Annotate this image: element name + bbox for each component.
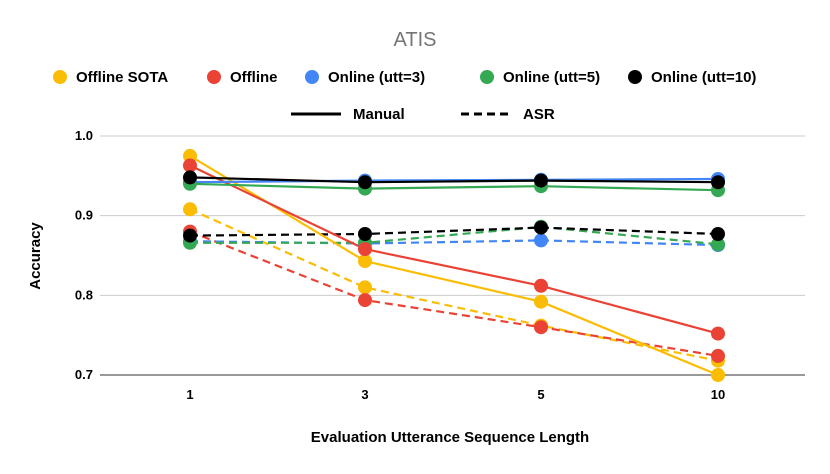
legend-label: Online (utt=3) (328, 69, 425, 86)
legend-item-online-utt-5: Online (utt=5) (480, 69, 600, 86)
legend-label: Offline (230, 69, 278, 86)
point-offline-sota-manual-10 (711, 368, 725, 382)
x-tick-label: 5 (537, 387, 544, 402)
legend-item-offline-sota: Offline SOTA (53, 69, 168, 86)
point-online-utt-10-manual-1 (183, 170, 197, 185)
series-lines (189, 154, 719, 377)
x-tick-label: 1 (186, 387, 193, 402)
line-online-utt-5-asr (190, 225, 719, 246)
x-axis-ticks: 1 3 5 10 (186, 387, 725, 402)
line-online-utt-3-manual (189, 177, 719, 184)
y-tick-label: 1.0 (75, 128, 93, 143)
legend-style-label: Manual (353, 106, 405, 123)
legend-marker (480, 70, 494, 84)
y-tick-label: 0.7 (75, 367, 93, 382)
line-online-utt-5-manual (189, 182, 719, 192)
y-axis-label: Accuracy (27, 222, 44, 290)
point-offline-sota-asr-1 (183, 202, 197, 217)
legend-item-offline: Offline (207, 69, 278, 86)
legend-line-style: Manual ASR (291, 106, 555, 123)
legend-style-label: ASR (523, 106, 555, 123)
legend-item-online-utt-10: Online (utt=10) (628, 69, 756, 86)
legend-label: Online (utt=10) (651, 69, 756, 86)
legend-style-asr: ASR (461, 106, 555, 123)
point-offline-manual-3 (358, 242, 372, 257)
point-offline-manual-10 (711, 326, 725, 341)
line-online-utt-10-manual (189, 176, 719, 184)
point-online-utt-10-asr-5 (534, 220, 548, 235)
point-online-utt-10-manual-10 (711, 175, 725, 190)
point-online-utt-10-asr-1 (183, 228, 197, 243)
legend-marker (305, 70, 319, 84)
y-tick-label: 0.8 (75, 287, 93, 302)
point-offline-asr-3 (358, 293, 372, 308)
x-tick-label: 10 (711, 387, 725, 402)
gridlines (100, 135, 805, 376)
point-offline-sota-manual-5 (534, 294, 548, 309)
line-offline-manual (189, 164, 719, 335)
legend-style-manual: Manual (291, 106, 405, 123)
point-offline-sota-manual-3 (358, 254, 372, 269)
point-offline-manual-1 (183, 158, 197, 173)
point-online-utt-10-asr-3 (358, 227, 372, 241)
point-offline-asr-5 (534, 320, 548, 335)
line-offline-asr (189, 230, 719, 357)
legend-label: Online (utt=5) (503, 69, 600, 86)
legend-marker (207, 70, 221, 84)
point-online-utt-3-asr-5 (534, 233, 548, 248)
series-points (183, 148, 725, 382)
point-offline-sota-manual-1 (183, 148, 197, 163)
point-offline-manual-5 (534, 278, 548, 293)
x-tick-label: 3 (361, 387, 368, 402)
chart-title: ATIS (394, 29, 437, 51)
line-offline-sota-asr (189, 208, 719, 362)
x-axis-label: Evaluation Utterance Sequence Length (311, 429, 589, 446)
legend-marker (53, 70, 67, 84)
point-online-utt-10-manual-5 (534, 173, 548, 188)
line-online-utt-10-asr (189, 226, 719, 237)
point-offline-asr-10 (711, 348, 725, 363)
point-online-utt-10-manual-3 (358, 175, 372, 190)
y-axis-ticks: 0.7 0.8 0.9 1.0 (75, 128, 93, 382)
point-offline-sota-asr-3 (358, 280, 372, 295)
point-online-utt-10-asr-10 (711, 227, 725, 241)
y-tick-label: 0.9 (75, 208, 93, 223)
legend-item-online-utt-3: Online (utt=3) (305, 69, 425, 86)
point-online-utt-5-asr-10 (711, 237, 725, 252)
legend-label: Offline SOTA (76, 69, 168, 86)
legend-marker (628, 70, 642, 84)
line-online-utt-3-asr (189, 239, 719, 247)
legend-series: Offline SOTA Offline Online (utt=3) Online … (53, 69, 756, 86)
